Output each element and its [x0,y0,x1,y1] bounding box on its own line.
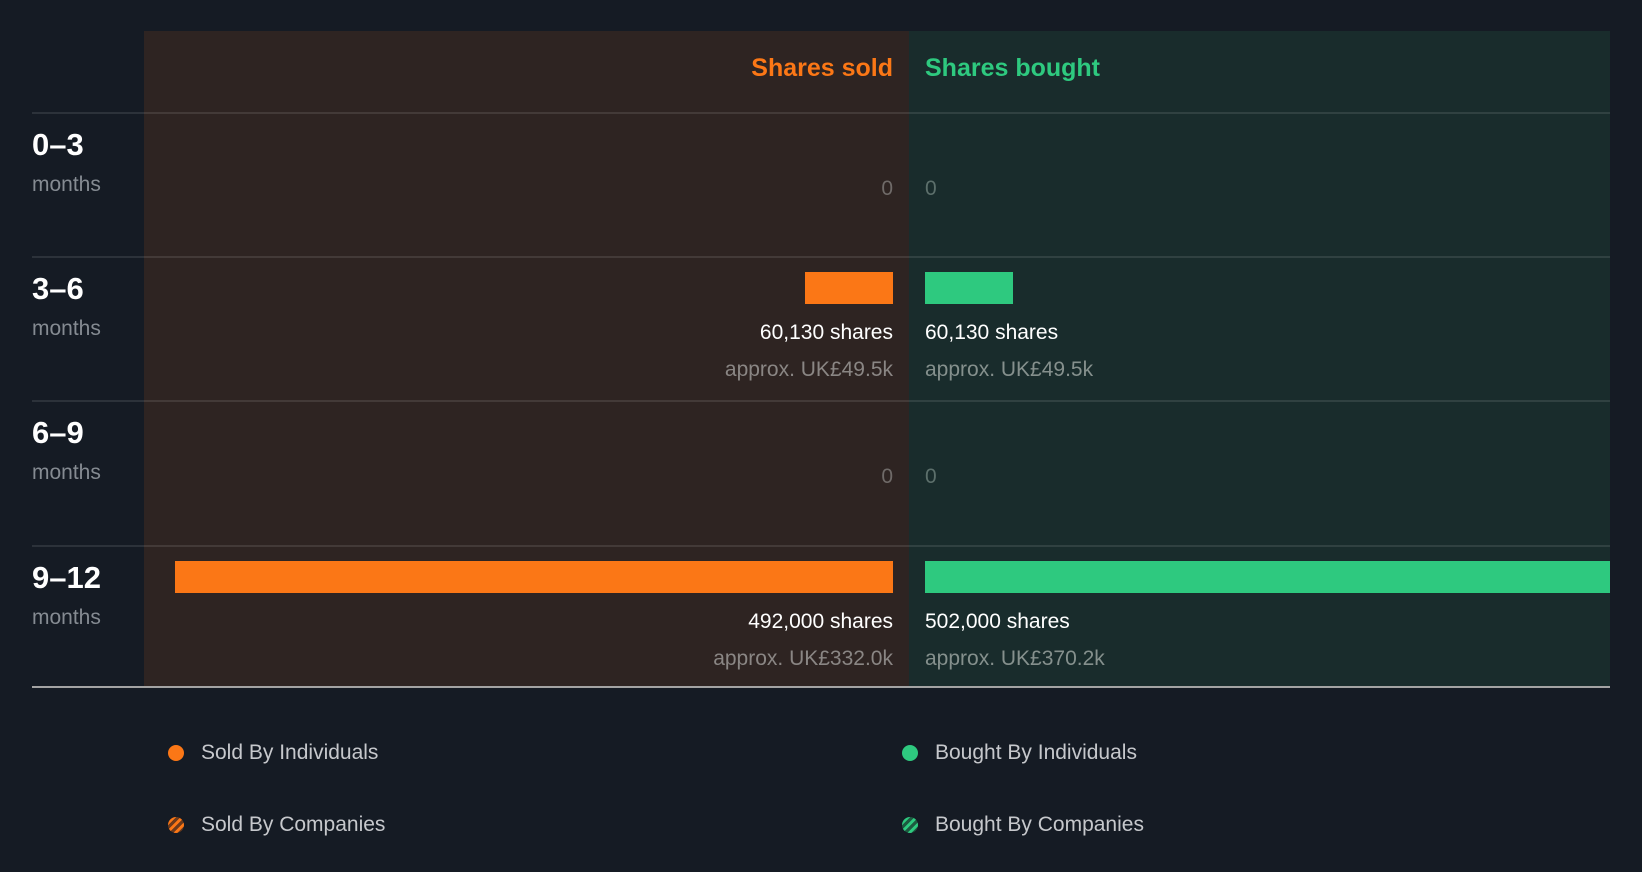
bought-zero-value: 0 [925,177,937,200]
bought-approx-value: approx. UK£370.2k [925,647,1105,670]
range-label: 0–3 [32,127,84,162]
legend-sold-individuals[interactable]: Sold By Individuals [168,741,378,765]
sold-shares-count: 60,130 shares [759,321,893,344]
sold-shares-count: 492,000 shares [748,610,893,633]
row-6-9-months: 6–9 months 0 0 [0,401,1642,545]
shares-sold-header: Shares sold [751,54,893,82]
bought-approx-value: approx. UK£49.5k [925,358,1094,381]
bought-bar[interactable] [925,561,1610,593]
sold-approx-value: approx. UK£49.5k [724,358,893,381]
row-0-3-months: 0–3 months 0 0 [0,113,1642,257]
green-striped-dot-icon [902,817,918,833]
row-divider [32,256,1610,258]
range-label: 3–6 [32,271,84,306]
row-9-12-months: 9–12 months 492,000 shares 502,000 share… [0,546,1642,690]
range-unit: months [32,461,101,484]
sold-zero-value: 0 [881,177,893,200]
chart-baseline [32,686,1610,688]
sold-bar[interactable] [175,561,893,593]
row-divider [32,112,1610,114]
legend-label: Bought By Individuals [935,741,1137,764]
bought-zero-value: 0 [925,465,937,488]
legend-label: Bought By Companies [935,813,1144,836]
sold-zero-value: 0 [881,465,893,488]
range-label: 9–12 [32,560,101,595]
bought-shares-count: 60,130 shares [925,321,1059,344]
bought-shares-count: 502,000 shares [925,610,1070,633]
range-label: 6–9 [32,415,84,450]
legend-bought-individuals[interactable]: Bought By Individuals [902,741,1137,765]
green-dot-icon [902,745,918,761]
orange-dot-icon [168,745,184,761]
range-unit: months [32,606,101,629]
row-3-6-months: 3–6 months 60,130 shares 60,130 shares a… [0,257,1642,401]
orange-striped-dot-icon [168,817,184,833]
legend-label: Sold By Companies [201,813,386,836]
shares-bought-header: Shares bought [925,54,1101,82]
legend-label: Sold By Individuals [201,741,379,764]
legend-bought-companies[interactable]: Bought By Companies [902,813,1144,837]
row-divider [32,400,1610,402]
bought-bar[interactable] [925,272,1013,304]
legend-sold-companies[interactable]: Sold By Companies [168,813,385,837]
range-unit: months [32,317,101,340]
row-divider [32,545,1610,547]
range-unit: months [32,173,101,196]
sold-bar[interactable] [805,272,893,304]
sold-approx-value: approx. UK£332.0k [713,647,893,670]
